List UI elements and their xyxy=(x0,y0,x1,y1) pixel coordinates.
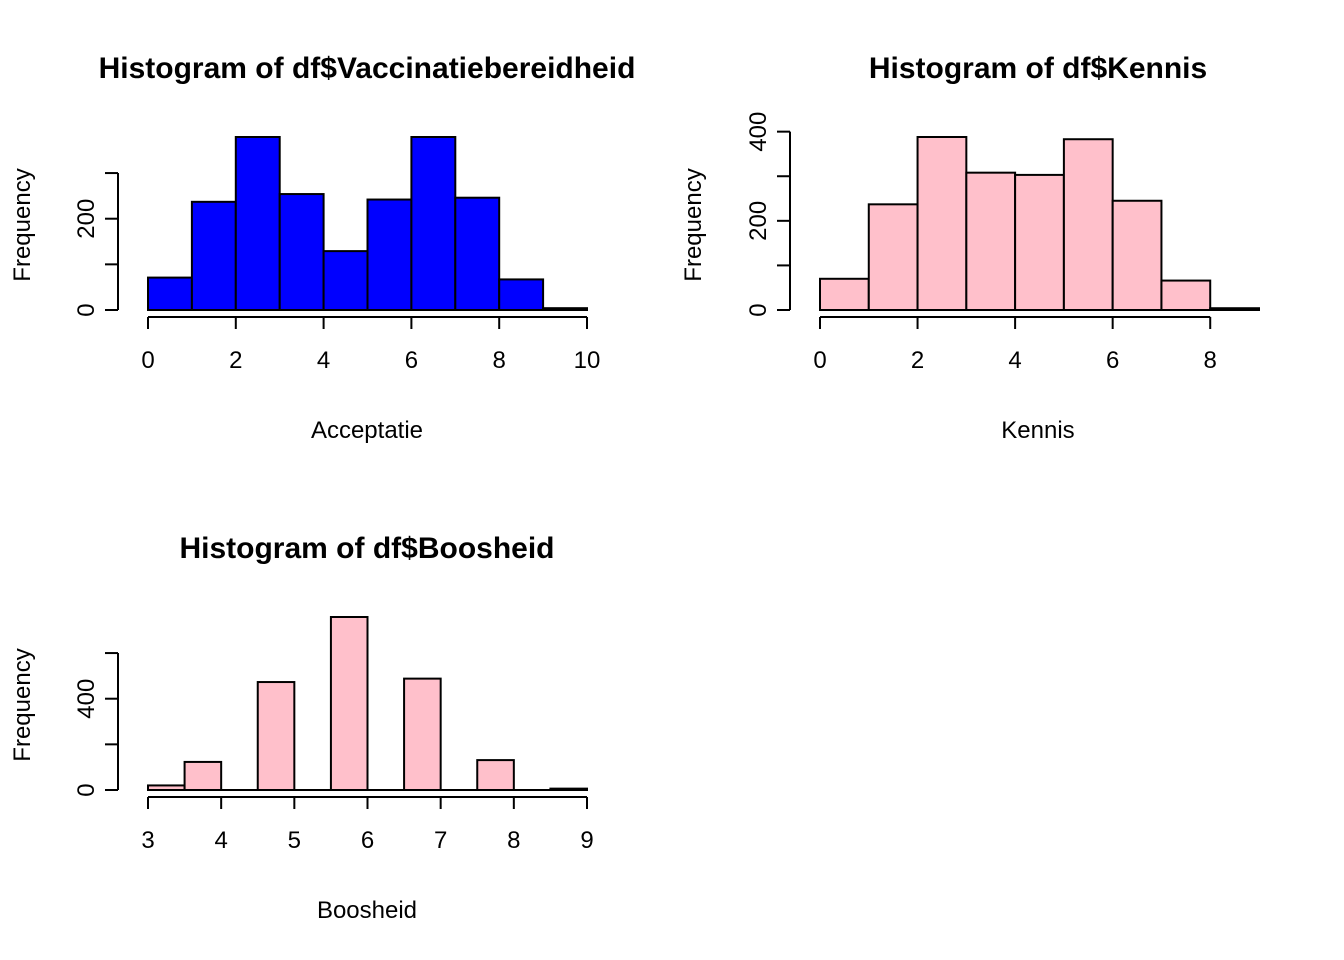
bars xyxy=(819,136,1260,312)
y-tick-label: 400 xyxy=(745,112,772,152)
x-axis-label: Boosheid xyxy=(317,897,417,924)
histogram-bar xyxy=(366,198,413,311)
histogram-bar xyxy=(549,787,589,792)
histogram-bar xyxy=(329,616,369,791)
x-axis: 0 2 4 6 8 xyxy=(813,316,1217,374)
y-axis: 0 200 400 xyxy=(745,112,791,317)
histogram-bar xyxy=(403,677,442,791)
histogram-bar xyxy=(454,196,501,311)
chart-title: Histogram of df$Vaccinatiebereidheid xyxy=(99,52,636,85)
x-axis-label: Kennis xyxy=(1001,417,1074,444)
chart-title: Histogram of df$Boosheid xyxy=(179,532,554,565)
histogram-bar xyxy=(1160,279,1212,312)
histogram-bar xyxy=(256,681,296,792)
y-axis-label: Frequency xyxy=(9,168,36,281)
histogram-bar xyxy=(410,136,457,311)
x-tick-label: 4 xyxy=(214,827,227,854)
x-tick-label: 0 xyxy=(813,347,826,374)
x-tick-label: 4 xyxy=(1008,347,1021,374)
histogram-bar xyxy=(867,203,919,311)
x-tick-label: 6 xyxy=(1106,347,1119,374)
histogram-vaccinatiebereidheid: Histogram of df$Vaccinatiebereidheid Acc… xyxy=(9,52,635,444)
x-tick-label: 6 xyxy=(405,347,418,374)
y-tick-label: 200 xyxy=(73,199,100,239)
x-tick-label: 8 xyxy=(1204,347,1217,374)
x-tick-label: 6 xyxy=(361,827,374,854)
x-tick-label: 8 xyxy=(507,827,520,854)
x-tick-label: 7 xyxy=(434,827,447,854)
histogram-bar xyxy=(147,276,193,312)
y-tick-label: 0 xyxy=(745,303,772,316)
x-tick-label: 10 xyxy=(574,347,601,374)
x-tick-label: 3 xyxy=(141,827,154,854)
y-tick-label: 400 xyxy=(73,679,100,719)
y-axis-label: Frequency xyxy=(680,168,707,281)
chart-title: Histogram of df$Kennis xyxy=(869,52,1207,85)
bars xyxy=(147,616,589,792)
y-axis-label: Frequency xyxy=(9,648,36,761)
histogram-bar xyxy=(1111,199,1163,312)
histogram-bar xyxy=(819,277,870,312)
y-axis: 0 400 xyxy=(73,652,119,797)
histogram-bar xyxy=(965,171,1017,311)
x-tick-label: 8 xyxy=(493,347,506,374)
histogram-bar xyxy=(476,759,515,791)
histogram-bar xyxy=(278,193,325,311)
bars xyxy=(147,136,588,312)
histogram-bar xyxy=(1014,173,1065,311)
x-axis-label: Acceptatie xyxy=(311,417,423,444)
x-tick-label: 2 xyxy=(229,347,242,374)
histogram-bar xyxy=(147,784,186,792)
histogram-kennis: Histogram of df$Kennis Kennis Frequency … xyxy=(680,52,1260,444)
histogram-bar xyxy=(183,760,223,791)
histogram-boosheid: Histogram of df$Boosheid Boosheid Freque… xyxy=(9,532,594,924)
histogram-bar xyxy=(542,307,588,311)
x-tick-label: 9 xyxy=(580,827,593,854)
histogram-bar xyxy=(498,278,545,312)
y-tick-label: 0 xyxy=(73,783,100,796)
histogram-bar xyxy=(916,136,968,311)
y-tick-label: 0 xyxy=(73,303,100,316)
x-axis: 3 4 5 6 7 8 9 xyxy=(141,796,594,854)
x-tick-label: 5 xyxy=(288,827,301,854)
x-tick-label: 4 xyxy=(317,347,330,374)
x-tick-label: 0 xyxy=(141,347,154,374)
y-tick-label: 200 xyxy=(745,201,772,241)
histogram-bar xyxy=(1209,307,1260,311)
y-axis: 0 200 xyxy=(73,172,119,317)
x-tick-label: 2 xyxy=(911,347,924,374)
histogram-bar xyxy=(322,250,369,311)
histogram-bar xyxy=(190,200,237,312)
histogram-bar xyxy=(1062,138,1114,311)
histogram-bar xyxy=(234,136,281,311)
x-axis: 0 2 4 6 8 10 xyxy=(141,316,601,374)
